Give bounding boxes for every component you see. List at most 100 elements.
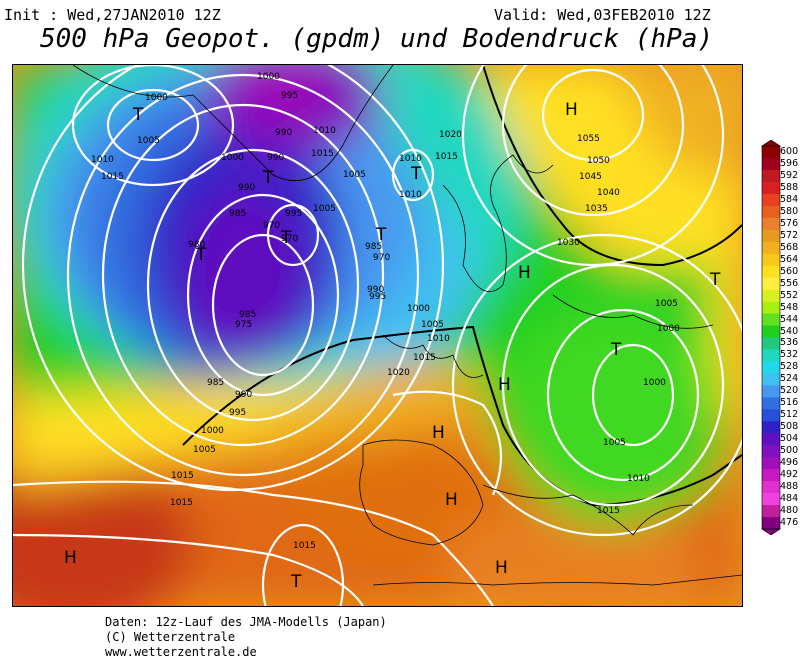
scale-frame (761, 145, 781, 530)
isobar-label: 990 (275, 128, 292, 138)
isobar-label: 1000 (201, 426, 224, 436)
scale-tick-label: 532 (780, 349, 799, 361)
isobar-label: 1000 (257, 72, 280, 82)
isobar-label: 1055 (577, 134, 600, 144)
init-time: Init : Wed,27JAN2010 12Z (4, 6, 221, 24)
scale-tick-label: 516 (780, 397, 799, 409)
isobar-label: 995 (369, 292, 386, 302)
scale-swatch (762, 349, 780, 362)
scale-swatch (762, 433, 780, 446)
geopotential-field: 1000 995 1000 1005 1010 1015 1000 990 99… (13, 65, 742, 606)
isobar-label: 1020 (439, 130, 462, 140)
scale-swatch (762, 193, 780, 207)
scale-swatch (762, 146, 780, 159)
low-center: T (132, 105, 144, 125)
low-center: T (375, 225, 387, 245)
scale-swatch (762, 301, 780, 314)
scale-swatch (762, 313, 780, 326)
scale-tick-label: 492 (780, 469, 799, 481)
scale-swatch (762, 289, 780, 302)
scale-tick-label: 512 (780, 409, 799, 421)
isobar-label: 985 (229, 209, 246, 219)
high-center: H (565, 100, 578, 120)
isobar-label: 1005 (193, 445, 216, 455)
scale-tick-label: 476 (780, 517, 799, 529)
isobar-label: 970 (281, 234, 298, 244)
scale-swatch (762, 157, 780, 171)
scale-tick-label: 584 (780, 193, 799, 205)
low-center: T (709, 270, 721, 290)
scale-swatch (762, 253, 780, 266)
color-scale-bar (761, 140, 781, 535)
map-title: 500 hPa Geopot. (gpdm) und Bodendruck (h… (40, 24, 714, 54)
scale-tick-label: 588 (780, 181, 799, 193)
scale-swatch (762, 169, 780, 183)
scale-swatch (762, 337, 780, 350)
scale-swatch (762, 241, 780, 255)
scale-swatch (762, 217, 780, 231)
scale-swatch (762, 373, 780, 386)
scale-tick-label: 600 (780, 145, 799, 157)
scale-swatch (762, 181, 780, 195)
scale-tick-label: 508 (780, 421, 799, 433)
isobar-label: 1000 (643, 378, 666, 388)
scale-tick-label: 572 (780, 229, 799, 241)
high-center: H (495, 558, 508, 578)
isobar-label: 1005 (137, 136, 160, 146)
low-center: T (262, 168, 274, 188)
valid-time: Valid: Wed,03FEB2010 12Z (494, 6, 711, 24)
scale-tick-label: 504 (780, 433, 799, 445)
isobar-label: 990 (267, 153, 284, 163)
scale-swatch (762, 421, 780, 434)
isobar-label: 985 (239, 310, 256, 320)
isobar-label: 1005 (313, 204, 336, 214)
scale-swatch (762, 397, 780, 410)
scale-tick-label: 488 (780, 481, 799, 493)
high-center: H (518, 263, 531, 283)
high-center: H (445, 490, 458, 510)
isobar-label: 1015 (435, 152, 458, 162)
isobar-label: 970 (263, 221, 280, 231)
high-center: H (498, 375, 511, 395)
low-center: T (280, 228, 292, 248)
isobar-label: 985 (365, 242, 382, 252)
scale-tick-label: 580 (780, 205, 799, 217)
isobar-label: 995 (281, 91, 298, 101)
scale-swatch (762, 493, 780, 506)
scale-tick-label: 484 (780, 493, 799, 505)
scale-swatch (762, 481, 780, 494)
isobar-label: 1010 (399, 154, 422, 164)
scale-tick-label: 592 (780, 169, 799, 181)
isobar-label: 1000 (221, 153, 244, 163)
scale-cap-bottom (761, 528, 781, 535)
scale-tick-label: 480 (780, 505, 799, 517)
scale-tick-label: 524 (780, 373, 799, 385)
scale-swatch (762, 517, 780, 530)
scale-tick-label: 528 (780, 361, 799, 373)
isobar-label: 1005 (603, 438, 626, 448)
isobar-label: 1010 (627, 474, 650, 484)
scale-tick-label: 596 (780, 157, 799, 169)
low-center: T (290, 572, 302, 592)
isobar-label: 1030 (557, 238, 580, 248)
isobar-label: 995 (229, 408, 246, 418)
high-center: H (64, 548, 77, 568)
low-center: T (410, 164, 422, 184)
isobar-label: 990 (367, 285, 384, 295)
isobar-label: 990 (238, 183, 255, 193)
scale-swatch (762, 361, 780, 374)
scale-tick-label: 500 (780, 445, 799, 457)
isobar-label: 1020 (387, 368, 410, 378)
isobar-label: 975 (235, 320, 252, 330)
isobar-label: 1015 (101, 172, 124, 182)
scale-swatch (762, 265, 780, 278)
footer-copyright: (C) Wetterzentrale (105, 630, 236, 644)
scale-swatch (762, 205, 780, 219)
pressure-centers: T T T T T T T T T H H H H H H H (64, 100, 721, 592)
isobar-labels: 1000 995 1000 1005 1010 1015 1000 990 99… (91, 72, 680, 551)
scale-swatch (762, 457, 780, 470)
isobar-label: 1035 (585, 204, 608, 214)
footer-data-source: Daten: 12z-Lauf des JMA-Modells (Japan) (105, 615, 387, 629)
scale-cap-top (761, 140, 781, 147)
coastlines (72, 65, 742, 586)
